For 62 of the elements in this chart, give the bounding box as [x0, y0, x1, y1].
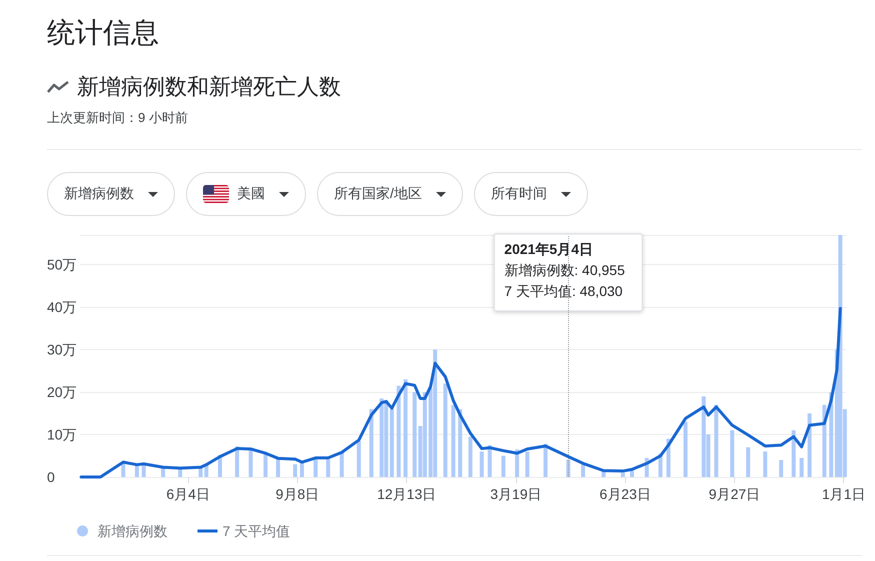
- bar: [779, 460, 784, 477]
- bar: [620, 472, 625, 477]
- line-series: [80, 306, 842, 478]
- bar: [356, 440, 361, 477]
- bar: [525, 452, 530, 477]
- chart-title: 统计信息: [47, 16, 159, 50]
- x-tick-label: 9月8日: [276, 486, 320, 502]
- bar: [443, 384, 448, 477]
- y-tick-label: 40万: [47, 299, 77, 316]
- y-tick-label: 50万: [47, 256, 77, 273]
- bar: [581, 464, 586, 477]
- bar: [714, 404, 718, 477]
- text: 上次更新时间：9 小时前: [47, 109, 188, 127]
- bar: [369, 409, 374, 477]
- annotation: 2021年5月4日: [504, 241, 593, 257]
- bar: [822, 404, 826, 477]
- chart-subtitle: 新增病例数和新增死亡人数: [77, 73, 341, 101]
- text: 所有时间: [490, 185, 547, 203]
- y-tick-label: 0: [47, 469, 55, 485]
- bar: [458, 409, 462, 477]
- bar: [340, 452, 344, 477]
- bar: [792, 430, 796, 477]
- bar: [808, 413, 812, 477]
- x-tick-label: 3月19日: [490, 486, 542, 502]
- bar: [763, 452, 768, 477]
- text: 美國: [237, 185, 265, 203]
- bar: [293, 464, 298, 477]
- annotation: 新增病例数: 40,955: [504, 262, 626, 278]
- bar: [544, 444, 548, 477]
- bar: [684, 422, 688, 477]
- bar: [326, 459, 330, 477]
- bar: [451, 404, 456, 477]
- bar: [134, 465, 139, 477]
- bar: [468, 436, 472, 477]
- y-tick-label: 30万: [47, 342, 77, 358]
- bar: [404, 379, 408, 477]
- text: 所有国家/地区: [334, 185, 422, 203]
- bar: [390, 409, 394, 477]
- legend-label: 7 天平均值: [222, 523, 290, 539]
- bar: [121, 462, 126, 477]
- x-tick-label: 9月27日: [708, 486, 760, 502]
- x-tick-label: 6月4日: [166, 486, 210, 502]
- text: 新增病例数: [64, 185, 134, 203]
- x-tick-label: 12月13日: [377, 486, 436, 502]
- bar: [501, 456, 506, 477]
- bar: [396, 386, 401, 477]
- y-tick-label: 10万: [47, 426, 77, 443]
- legend-label: 新增病例数: [98, 523, 168, 539]
- bar: [380, 398, 384, 477]
- x-tick-label: 6月23日: [600, 486, 651, 502]
- x-tick-label: 1月1日: [822, 486, 866, 502]
- bar: [800, 458, 804, 477]
- bar: [630, 470, 634, 477]
- bar: [730, 430, 734, 477]
- bar: [480, 452, 484, 477]
- y-tick-label: 20万: [47, 384, 77, 400]
- bar: [746, 447, 750, 477]
- bar: [412, 392, 417, 477]
- bar: [276, 458, 280, 477]
- bar: [248, 448, 253, 477]
- bar: [488, 445, 492, 477]
- bar: [264, 454, 268, 477]
